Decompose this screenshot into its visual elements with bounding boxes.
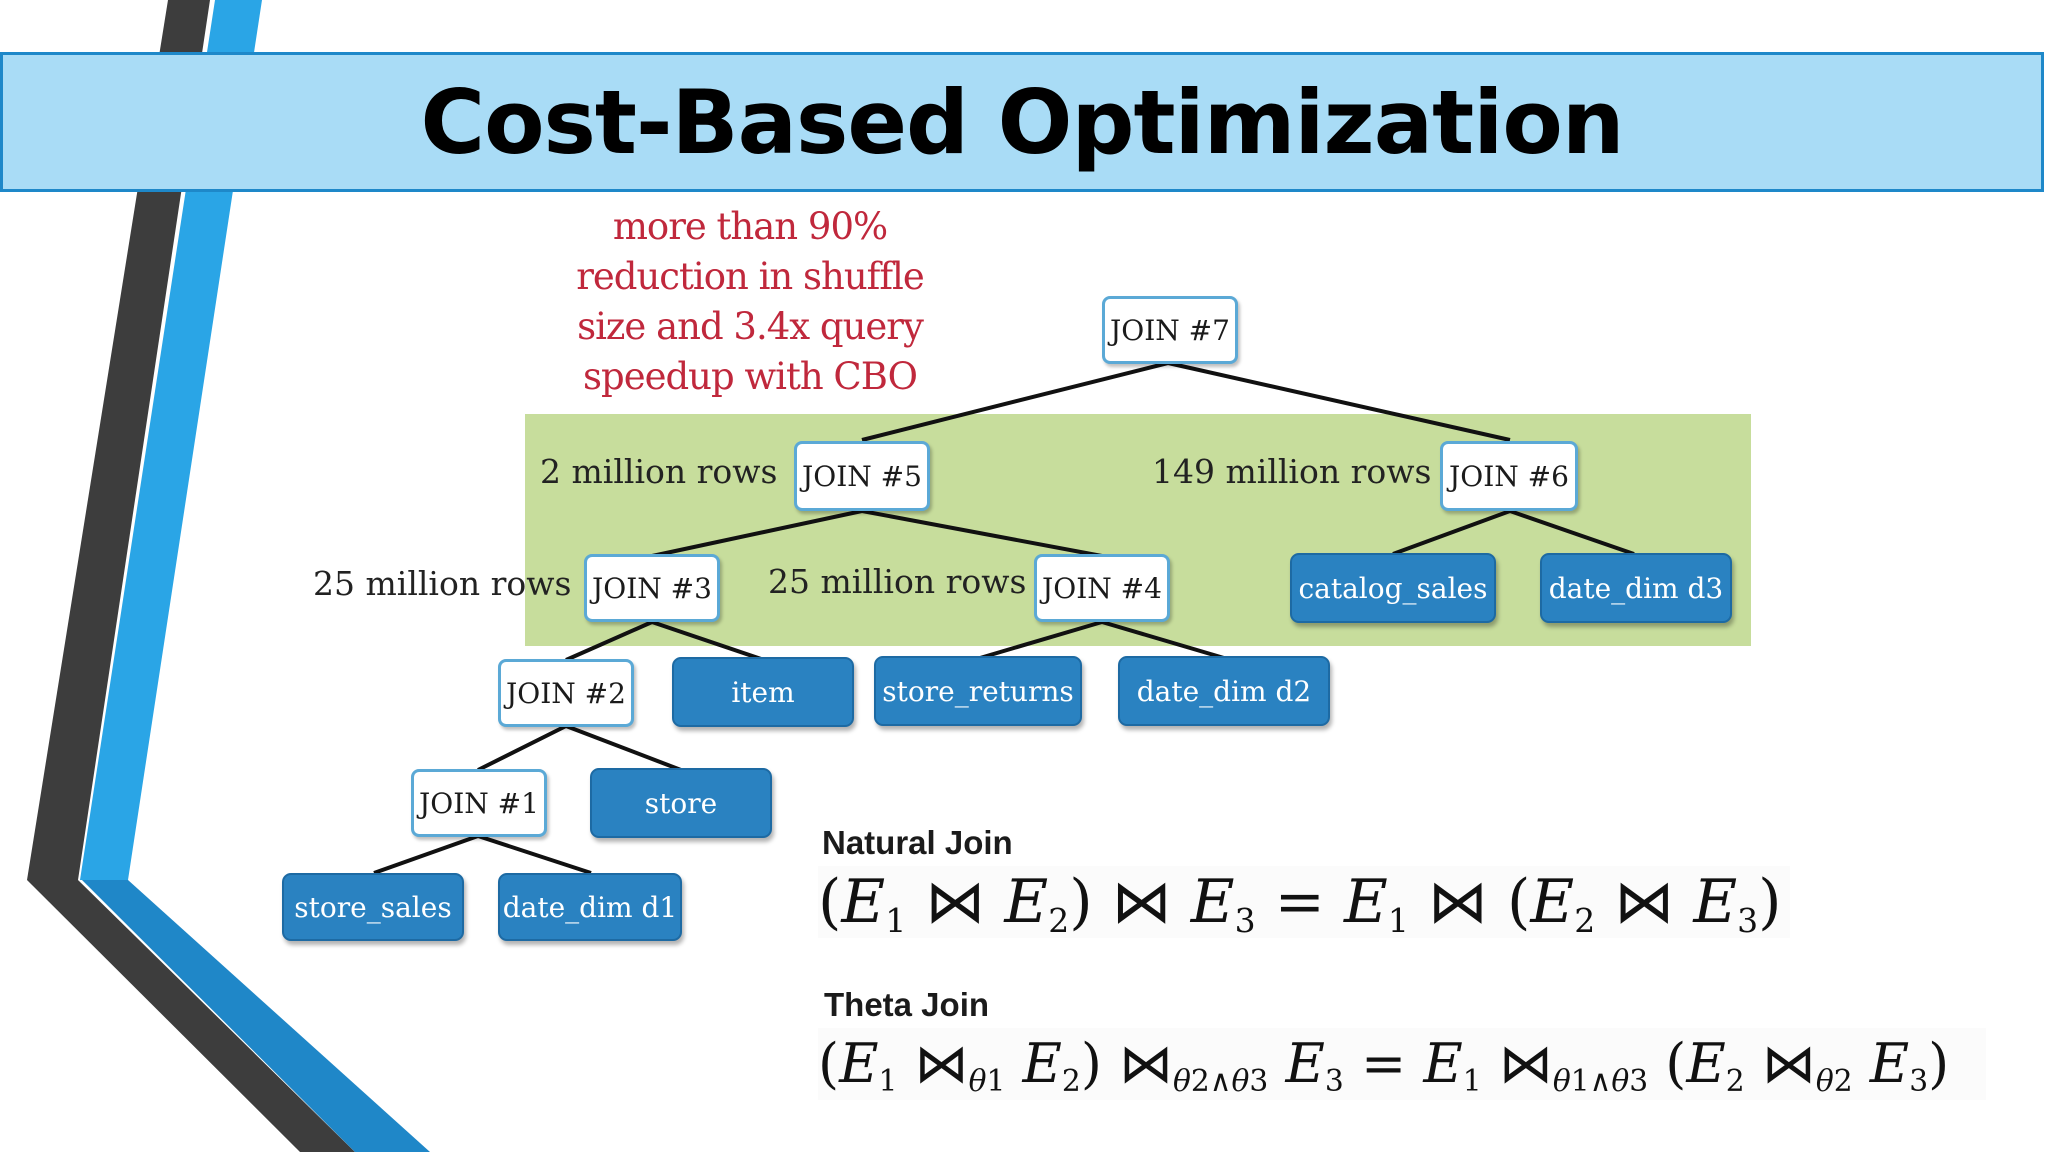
note-line: reduction in shuffle <box>576 255 925 298</box>
join-node-7[interactable]: JOIN #7 <box>1102 296 1238 364</box>
theta-join-label: Theta Join <box>824 986 990 1023</box>
edge-j4-date2 <box>1101 620 1225 660</box>
edge-j1-sales <box>373 834 479 875</box>
rows-label-join4: 25 million rows <box>768 562 1027 601</box>
rows-label-join3: 25 million rows <box>313 564 572 603</box>
table-node-date-dim-d1[interactable]: date_dim d1 <box>498 873 682 941</box>
table-node-store-returns[interactable]: store_returns <box>874 656 1082 726</box>
join-node-5[interactable]: JOIN #5 <box>794 441 930 511</box>
join-node-4[interactable]: JOIN #4 <box>1034 554 1170 622</box>
edge-j4-returns <box>979 620 1103 660</box>
rows-label-join6: 149 million rows <box>1152 452 1432 491</box>
table-node-date-dim-d3[interactable]: date_dim d3 <box>1540 553 1732 623</box>
note-line: size and 3.4x query <box>577 305 924 348</box>
join-node-1[interactable]: JOIN #1 <box>411 769 547 837</box>
edge-j5-j4 <box>861 509 1103 558</box>
theta-join-equation: (E1 ⋈θ1 E2) ⋈θ2∧θ3 E3 = E1 ⋈θ1∧θ3 (E2 ⋈θ… <box>818 1028 1986 1100</box>
edge-j3-item <box>651 620 765 662</box>
edge-j6-catalog <box>1392 509 1511 556</box>
join-node-3[interactable]: JOIN #3 <box>584 554 720 622</box>
note-line: more than 90% <box>612 205 888 248</box>
note-line: speedup with CBO <box>583 355 918 398</box>
natural-join-equation: (E1 ⋈ E2) ⋈ E3 = E1 ⋈ (E2 ⋈ E3) <box>818 866 1790 940</box>
slide-title: Cost-Based Optimization <box>420 70 1625 174</box>
rows-label-join5: 2 million rows <box>540 452 778 491</box>
table-node-date-dim-d2[interactable]: date_dim d2 <box>1118 656 1330 726</box>
table-node-store-sales[interactable]: store_sales <box>282 873 464 941</box>
edge-j2-j1 <box>477 724 567 772</box>
edge-j5-j3 <box>651 509 863 558</box>
natural-join-label: Natural Join <box>822 824 1013 861</box>
cbo-note: more than 90% reduction in shuffle size … <box>540 202 960 402</box>
join-node-2[interactable]: JOIN #2 <box>498 659 634 727</box>
edge-j2-store <box>565 724 682 772</box>
table-node-catalog-sales[interactable]: catalog_sales <box>1290 553 1496 623</box>
title-bar: Cost-Based Optimization <box>0 52 2044 192</box>
edge-j6-date3 <box>1509 509 1635 556</box>
table-node-item[interactable]: item <box>672 657 854 727</box>
join-node-6[interactable]: JOIN #6 <box>1440 441 1578 511</box>
table-node-store[interactable]: store <box>590 768 772 838</box>
edge-j7-j6 <box>1167 361 1511 442</box>
edge-j1-date1 <box>477 834 592 875</box>
edge-j7-j5 <box>861 361 1169 442</box>
edge-j3-j2 <box>565 620 653 662</box>
